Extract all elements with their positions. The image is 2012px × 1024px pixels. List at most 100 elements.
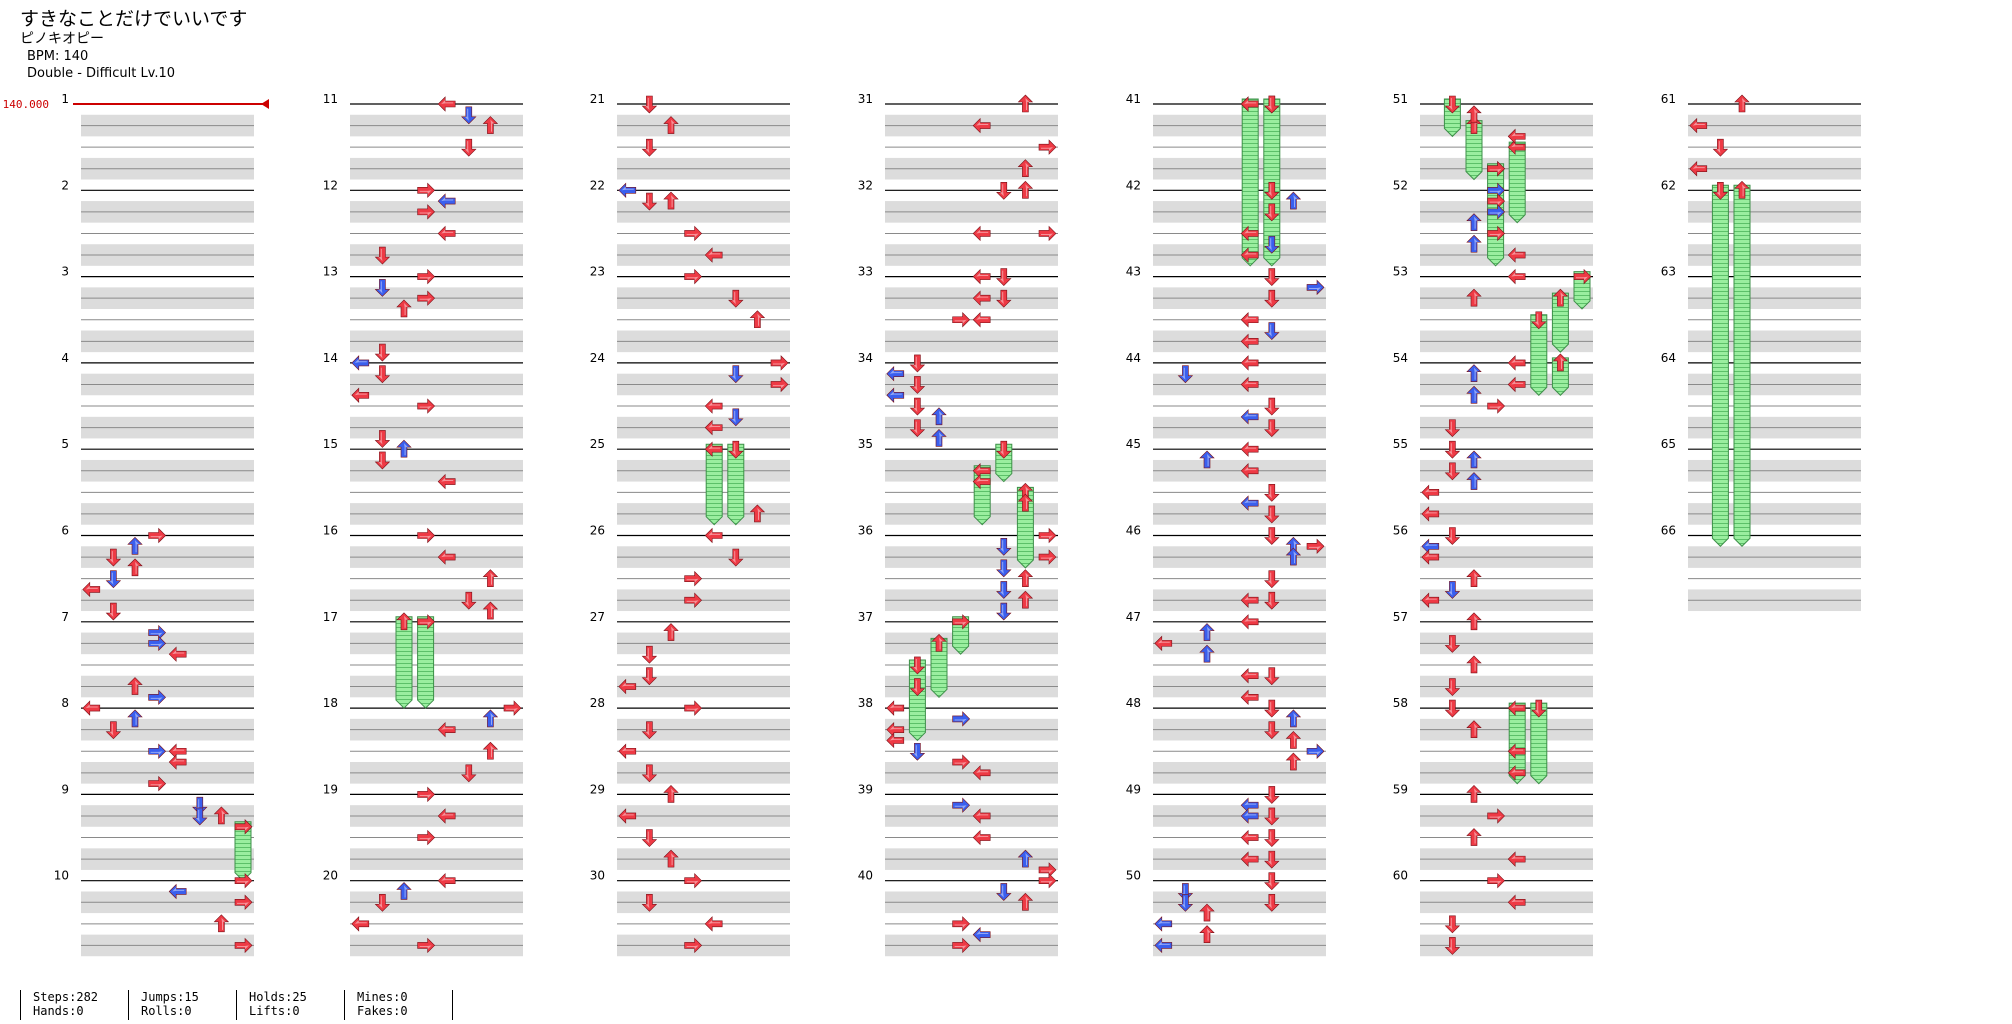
measure-number: 11	[323, 92, 338, 106]
step-arrow-icon	[127, 709, 143, 728]
step-arrow-icon	[728, 289, 744, 308]
measure-block	[350, 189, 523, 266]
measure-block	[617, 707, 790, 784]
step-arrow-icon	[1531, 311, 1547, 330]
step-arrow-icon	[1264, 591, 1280, 610]
step-arrow-icon	[728, 408, 744, 427]
step-arrow-icon	[641, 764, 658, 783]
measure-number: 14	[323, 351, 338, 365]
step-arrow-icon	[1734, 94, 1750, 113]
measure-block	[350, 793, 523, 870]
step-arrow-icon	[1507, 376, 1526, 393]
measure-block	[1420, 103, 1593, 180]
step-arrow-icon	[351, 355, 370, 371]
hold-note	[1551, 357, 1569, 396]
measure-number: 45	[1126, 437, 1141, 451]
step-arrow-icon	[1507, 700, 1526, 716]
step-arrow-icon	[105, 548, 122, 567]
measure-block	[1420, 534, 1593, 612]
step-arrow-icon	[461, 591, 477, 610]
step-arrow-icon	[704, 916, 723, 932]
step-arrow-icon	[1017, 159, 1034, 178]
step-arrow-icon	[1306, 279, 1325, 296]
measure-block	[350, 103, 523, 180]
step-arrow-icon	[461, 764, 477, 783]
measure-number: 17	[323, 610, 338, 624]
measure-block	[350, 362, 523, 439]
measure-number: 56	[1393, 524, 1408, 538]
measure-block	[885, 621, 1058, 698]
stat-divider	[452, 990, 453, 1020]
measure-block	[617, 448, 790, 525]
measure-number: 64	[1661, 351, 1676, 365]
measure-block	[1420, 793, 1593, 870]
step-arrow-icon	[127, 536, 143, 555]
step-arrow-icon	[749, 504, 766, 523]
measure-number: 54	[1393, 351, 1408, 365]
measure-number: 28	[590, 696, 605, 710]
step-arrow-icon	[1240, 441, 1259, 457]
step-arrow-icon	[909, 354, 926, 373]
measure-block	[1688, 103, 1861, 180]
step-arrow-icon	[704, 527, 723, 544]
measure-number: 50	[1126, 869, 1141, 883]
step-arrow-icon	[972, 268, 991, 285]
measure-number: 29	[590, 782, 605, 796]
step-arrow-icon	[704, 419, 723, 436]
measure-block	[617, 276, 790, 353]
measure-number: 40	[858, 869, 873, 883]
hold-note	[1016, 486, 1034, 569]
step-arrow-icon	[704, 398, 723, 414]
measure-number: 66	[1661, 524, 1676, 538]
step-arrow-icon	[618, 743, 637, 759]
measure-number: 23	[590, 265, 605, 279]
step-arrow-icon	[728, 365, 744, 384]
measure-number: 47	[1126, 610, 1141, 624]
step-arrow-icon	[1466, 612, 1482, 631]
step-arrow-icon	[663, 784, 679, 803]
step-arrow-icon	[1264, 527, 1280, 545]
step-arrow-icon	[1017, 892, 1034, 911]
stat-fakes: Fakes:0	[357, 1004, 408, 1018]
step-arrow-icon	[952, 312, 971, 328]
step-arrow-icon	[1487, 204, 1506, 220]
measure-block	[885, 793, 1058, 870]
measure-number: 26	[590, 524, 605, 538]
step-arrow-icon	[374, 893, 391, 912]
measure-number: 39	[858, 782, 873, 796]
step-arrow-icon	[234, 894, 253, 910]
measure-number: 58	[1393, 696, 1408, 710]
hold-note	[973, 465, 991, 526]
measure-block	[81, 793, 254, 870]
step-arrow-icon	[1038, 549, 1057, 565]
step-arrow-icon	[437, 721, 456, 738]
step-arrow-icon	[1240, 225, 1259, 242]
step-arrow-icon	[1487, 398, 1506, 414]
step-arrow-icon	[374, 365, 391, 384]
step-arrow-icon	[1444, 635, 1461, 653]
measure-number: 9	[61, 782, 69, 796]
measure-block	[885, 276, 1058, 353]
step-arrow-icon	[168, 646, 187, 662]
measure-block	[617, 103, 790, 180]
measure-block	[81, 448, 254, 525]
step-arrow-icon	[1017, 180, 1034, 199]
step-arrow-icon	[704, 441, 723, 457]
step-arrow-icon	[663, 849, 679, 868]
step-arrow-icon	[1199, 925, 1215, 943]
measure-number: 24	[590, 351, 605, 365]
step-arrow-icon	[374, 246, 391, 265]
step-arrow-icon	[931, 428, 947, 447]
step-arrow-icon	[972, 290, 991, 306]
measure-number: 61	[1661, 92, 1676, 106]
measure-number: 42	[1126, 178, 1141, 192]
measure-block	[885, 880, 1058, 957]
measure-block	[81, 276, 254, 353]
step-arrow-icon	[461, 106, 477, 125]
hold-note	[234, 821, 252, 882]
step-arrow-icon	[1285, 752, 1302, 771]
step-arrow-icon	[972, 829, 991, 846]
step-arrow-icon	[1017, 590, 1034, 609]
step-arrow-icon	[1240, 355, 1259, 371]
step-arrow-icon	[1306, 743, 1325, 759]
